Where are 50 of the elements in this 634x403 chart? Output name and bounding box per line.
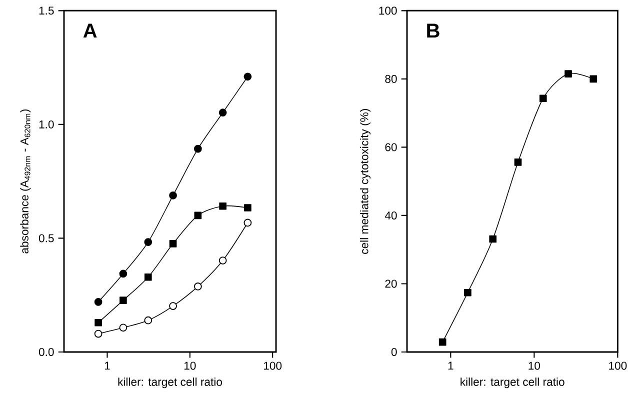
point xyxy=(120,296,127,304)
y-tick-label: 0.5 xyxy=(38,234,54,242)
y-tick-label: 1.0 xyxy=(39,120,54,128)
x-tick-label: 1 xyxy=(104,362,110,370)
point xyxy=(218,108,227,117)
point xyxy=(219,202,226,210)
x-axis-title: killer: target cell ratio xyxy=(118,378,222,388)
point xyxy=(244,204,252,212)
point xyxy=(218,256,227,264)
point xyxy=(590,75,598,83)
y-axis-title: absorbance (A$_{492nm}$ - A$_{620nm}$) xyxy=(20,110,31,254)
x-tick-label: 100 xyxy=(264,362,282,370)
y-tick-label: 0 xyxy=(391,348,397,356)
y-tick-label: 60 xyxy=(385,143,397,152)
point xyxy=(169,240,177,248)
y-axis-title: cell mediated cytotoxicity (%) xyxy=(360,108,371,254)
point xyxy=(94,330,102,338)
point xyxy=(119,324,128,332)
point xyxy=(144,316,152,324)
point xyxy=(194,212,202,220)
y-tick-label: 0.0 xyxy=(38,348,54,356)
point xyxy=(144,238,152,246)
point xyxy=(514,158,522,166)
point xyxy=(94,298,102,306)
y-tick-label: 40 xyxy=(384,211,397,220)
y-tick-label: 20 xyxy=(385,280,397,288)
chart-title: B xyxy=(427,24,440,38)
point xyxy=(464,288,472,296)
point xyxy=(438,338,446,346)
point xyxy=(194,282,202,290)
y-tick-label: 1.5 xyxy=(39,6,54,15)
point xyxy=(244,72,252,81)
point xyxy=(119,270,128,278)
point xyxy=(169,192,177,200)
x-tick-label: 1 xyxy=(448,362,454,370)
x-tick-label: 10 xyxy=(528,362,540,370)
point xyxy=(244,218,252,227)
x-axis-title: killer: target cell ratio xyxy=(460,378,564,388)
y-tick-label: 80 xyxy=(385,74,397,83)
point xyxy=(564,70,572,78)
point xyxy=(194,144,202,153)
text: A xyxy=(83,24,97,38)
point xyxy=(169,302,177,310)
point xyxy=(539,94,547,102)
x-tick-label: 100 xyxy=(609,362,627,370)
point xyxy=(489,235,497,243)
x-tick-label: 10 xyxy=(184,362,196,370)
y-tick-label: 100 xyxy=(379,6,397,15)
point xyxy=(144,273,152,281)
point xyxy=(94,318,102,326)
